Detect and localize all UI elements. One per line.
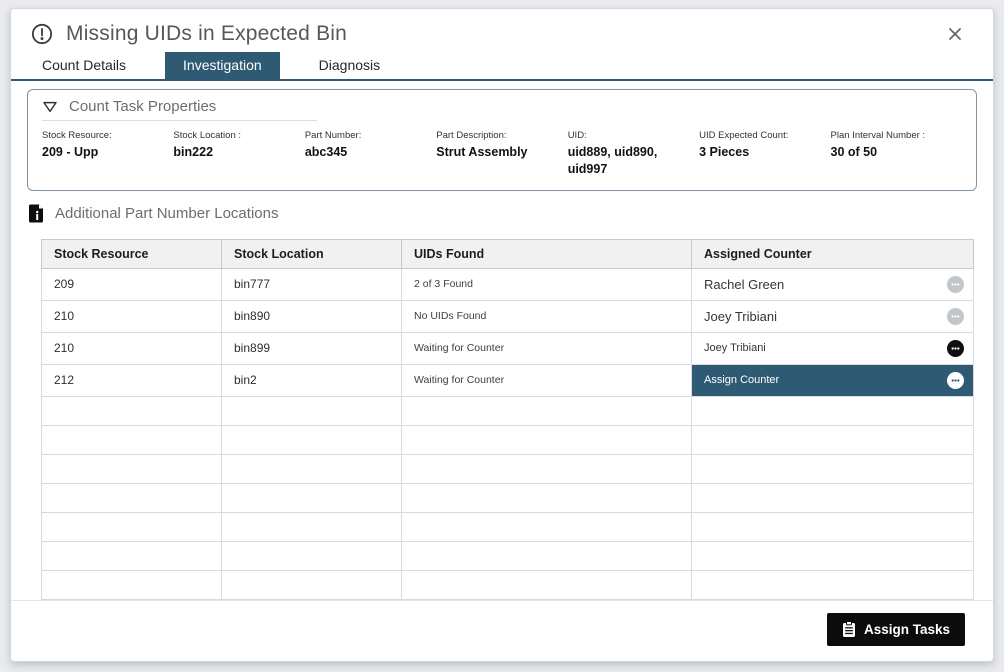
empty-table-row (41, 569, 974, 600)
clipboard-icon (842, 620, 856, 638)
col-header-stock-location: Stock Location (221, 238, 402, 269)
table-row: 212 bin2 Waiting for Counter Assign Coun… (41, 363, 974, 397)
dialog-title: Missing UIDs in Expected Bin (66, 22, 348, 45)
dialog-footer: Assign Tasks (11, 599, 993, 662)
assign-tasks-button[interactable]: Assign Tasks (826, 612, 965, 646)
table-row: 209 bin777 2 of 3 Found Rachel Green (41, 267, 974, 301)
assigned-counter-name: Rachel Green (704, 276, 785, 292)
col-header-stock-resource: Stock Resource (41, 238, 222, 269)
field-part-number: Part Number: abc345 (304, 130, 362, 159)
assign-counter-action[interactable]: Assign Counter (704, 374, 780, 387)
table-row: 210 bin890 No UIDs Found Joey Tribiani (41, 299, 974, 333)
empty-table-row (41, 453, 974, 484)
empty-table-row (41, 511, 974, 542)
table-row: 210 bin899 Waiting for Counter Joey Trib… (41, 331, 974, 365)
col-header-assigned-counter: Assigned Counter (691, 238, 974, 269)
close-icon[interactable] (943, 22, 967, 46)
missing-uids-dialog: Missing UIDs in Expected Bin Count Detai… (10, 8, 994, 662)
locations-section-header: Additional Part Number Locations (29, 204, 993, 223)
locations-table: Stock Resource Stock Location UIDs Found… (41, 238, 974, 600)
count-task-properties-panel: Count Task Properties Stock Resource: 20… (27, 89, 977, 191)
field-uid: UID: uid889, uid890, uid997 (567, 130, 658, 176)
locations-table-body: 209 bin777 2 of 3 Found Rachel Green 210… (41, 267, 974, 600)
table-header-row: Stock Resource Stock Location UIDs Found… (41, 238, 974, 269)
collapse-triangle-icon[interactable] (42, 100, 58, 114)
tab-count-details[interactable]: Count Details (42, 57, 127, 73)
tab-investigation[interactable]: Investigation (165, 52, 280, 79)
tab-bar: Count Details Investigation Diagnosis (11, 52, 993, 81)
assign-tasks-label: Assign Tasks (863, 621, 950, 637)
count-task-properties-fields: Stock Resource: 209 - Upp Stock Location… (42, 130, 962, 178)
field-uid-expected-count: UID Expected Count: 3 Pieces (699, 130, 789, 159)
empty-table-row (41, 482, 974, 513)
part-note-icon (29, 204, 44, 223)
row-actions-ellipsis-icon[interactable] (947, 275, 964, 293)
empty-table-row (41, 395, 974, 426)
field-plan-interval-number: Plan Interval Number : 30 of 50 (830, 130, 926, 159)
tab-diagnosis[interactable]: Diagnosis (318, 57, 381, 73)
field-stock-location: Stock Location : bin222 (173, 130, 242, 159)
col-header-uids-found: UIDs Found (401, 238, 692, 269)
empty-table-row (41, 424, 974, 455)
count-task-properties-title: Count Task Properties (69, 98, 217, 115)
locations-section-title: Additional Part Number Locations (55, 204, 279, 222)
empty-table-row (41, 540, 974, 571)
alert-circle-icon (31, 23, 53, 45)
dialog-header: Missing UIDs in Expected Bin (11, 9, 993, 52)
row-actions-ellipsis-icon[interactable] (947, 307, 964, 325)
assigned-counter-name: Joey Tribiani (704, 308, 777, 324)
field-stock-resource: Stock Resource: 209 - Upp (42, 130, 112, 159)
row-actions-ellipsis-icon[interactable] (947, 339, 964, 357)
field-part-description: Part Description: Strut Assembly (436, 130, 528, 159)
assigned-counter-name: Joey Tribiani (704, 342, 766, 355)
row-actions-ellipsis-icon[interactable] (947, 371, 964, 389)
